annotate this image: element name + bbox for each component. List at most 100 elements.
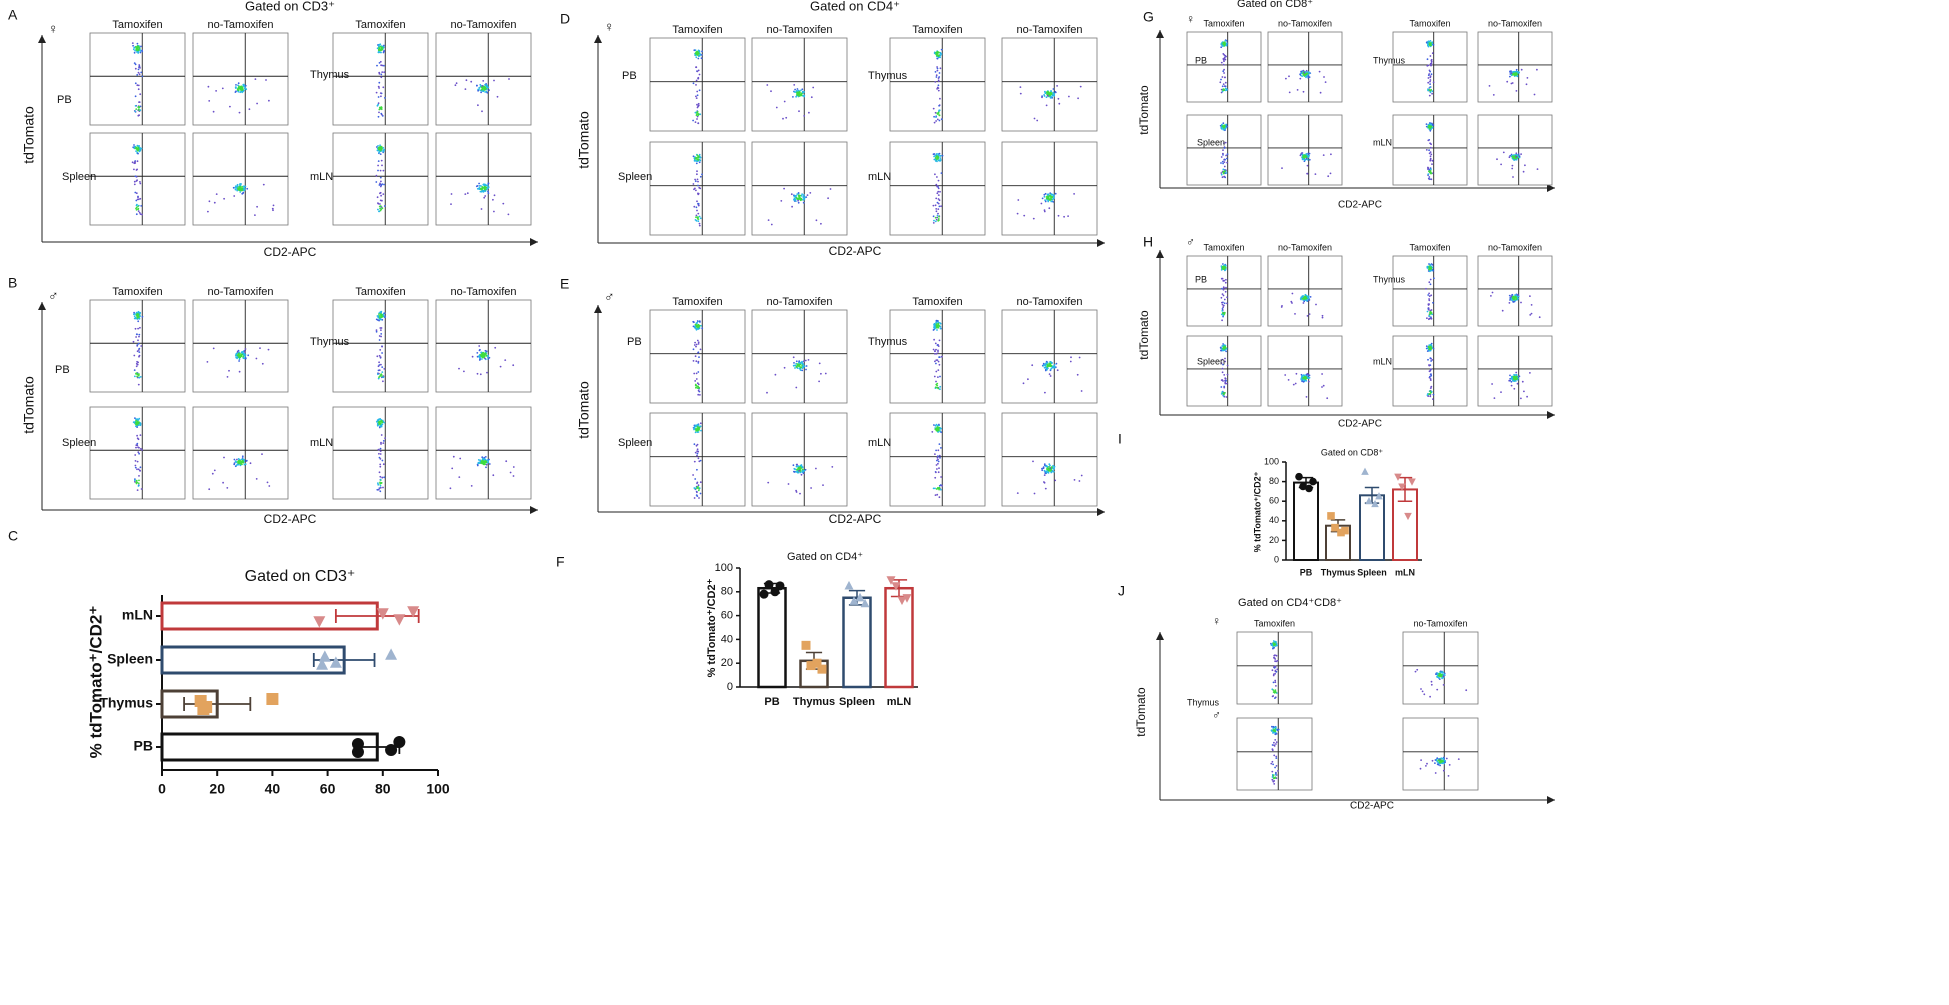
event-dot — [1274, 690, 1277, 693]
arrow-head — [1156, 632, 1164, 640]
event-dot — [940, 118, 943, 121]
event-dot — [695, 66, 698, 69]
event-dot — [1048, 373, 1051, 375]
event-dot — [1045, 104, 1048, 107]
event-dot — [244, 354, 247, 356]
event-dot — [1224, 357, 1226, 360]
event-dot — [1080, 474, 1083, 477]
event-dot — [824, 372, 827, 375]
event-dot — [140, 345, 143, 347]
event-dot — [699, 321, 701, 323]
event-dot — [1428, 348, 1431, 351]
event-dot — [792, 464, 795, 467]
event-dot — [481, 456, 484, 459]
event-dot — [1221, 319, 1223, 322]
event-dot — [482, 354, 485, 357]
panel-label: A — [8, 7, 18, 23]
event-dot — [1079, 85, 1082, 88]
event-dot — [935, 449, 937, 452]
event-dot — [493, 210, 495, 213]
event-dot — [134, 327, 137, 330]
event-dot — [935, 76, 938, 78]
event-dot — [379, 453, 382, 455]
event-dot — [478, 345, 481, 347]
event-dot — [1048, 94, 1051, 97]
flow-plot — [889, 309, 986, 404]
event-dot — [136, 160, 139, 163]
event-dot — [697, 212, 700, 215]
data-point — [385, 648, 398, 660]
x-tick-label: Thymus — [1321, 567, 1356, 577]
event-dot — [939, 427, 942, 430]
event-dot — [1425, 149, 1428, 151]
event-dot — [380, 441, 382, 444]
event-dot — [1429, 151, 1432, 154]
flow-plot — [1477, 114, 1553, 186]
event-dot — [1057, 214, 1060, 217]
event-dot — [699, 53, 702, 56]
event-dot — [242, 185, 245, 188]
event-dot — [1430, 368, 1432, 371]
flow-plot — [1001, 309, 1098, 404]
event-dot — [139, 149, 141, 152]
event-dot — [135, 150, 138, 153]
event-dot — [1221, 277, 1224, 280]
y-tick-label: 100 — [715, 562, 733, 574]
event-dot — [933, 121, 936, 124]
x-tick-label: 40 — [265, 781, 281, 797]
event-dot — [696, 113, 698, 115]
event-dot — [1330, 153, 1332, 156]
event-dot — [135, 336, 138, 338]
event-dot — [939, 327, 942, 330]
event-dot — [938, 487, 941, 489]
event-dot — [818, 380, 820, 383]
event-dot — [1043, 366, 1046, 369]
event-dot — [133, 146, 136, 149]
event-dot — [941, 154, 944, 157]
event-dot — [1305, 157, 1308, 160]
event-dot — [134, 63, 137, 66]
event-dot — [1522, 170, 1525, 173]
event-dot — [1428, 40, 1431, 43]
event-dot — [937, 89, 940, 92]
event-dot — [941, 484, 943, 487]
event-dot — [272, 209, 274, 212]
plot-frame — [751, 412, 848, 507]
plot-frame — [1477, 114, 1553, 186]
event-dot — [484, 349, 487, 352]
event-dot — [693, 49, 696, 52]
event-dot — [820, 372, 822, 375]
event-dot — [1427, 173, 1430, 176]
event-dot — [1220, 126, 1223, 129]
event-dot — [242, 355, 245, 358]
event-dot — [378, 151, 380, 154]
event-dot — [697, 155, 700, 158]
event-dot — [137, 49, 140, 52]
event-dot — [1050, 198, 1053, 201]
data-point — [266, 693, 279, 705]
event-dot — [1513, 70, 1516, 73]
event-dot — [379, 92, 382, 94]
event-dot — [1045, 360, 1048, 363]
event-dot — [1290, 300, 1293, 303]
event-dot — [1271, 770, 1274, 773]
event-dot — [1306, 372, 1309, 375]
data-point — [376, 608, 389, 620]
event-dot — [1222, 394, 1225, 397]
event-dot — [133, 51, 136, 54]
event-dot — [1224, 81, 1227, 84]
event-dot — [238, 355, 241, 358]
event-dot — [1425, 765, 1427, 767]
event-dot — [378, 106, 381, 109]
flow-plot — [192, 299, 289, 393]
event-dot — [135, 49, 138, 51]
event-dot — [1017, 199, 1020, 201]
event-dot — [1501, 309, 1504, 312]
event-dot — [697, 343, 700, 345]
event-dot — [1272, 731, 1275, 734]
event-dot — [1524, 164, 1526, 167]
event-dot — [1044, 391, 1046, 394]
event-dot — [1512, 301, 1515, 303]
event-dot — [1429, 311, 1431, 314]
event-dot — [1517, 297, 1520, 300]
